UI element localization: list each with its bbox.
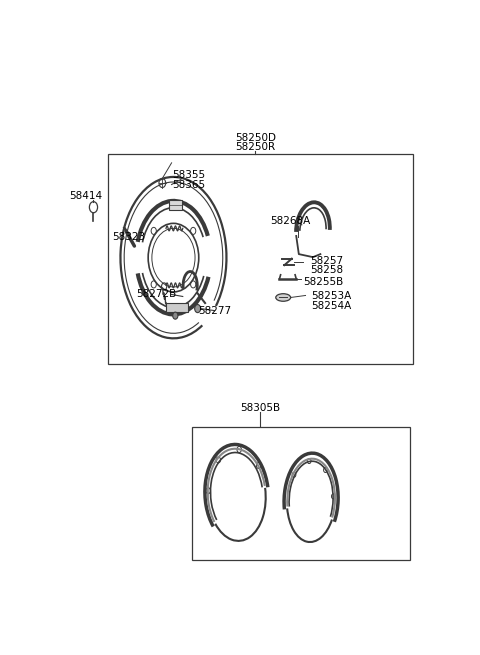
Text: 58250D: 58250D [235,132,276,143]
Text: 58253A: 58253A [311,291,351,301]
Ellipse shape [276,293,290,301]
Text: 58254A: 58254A [311,301,351,310]
Bar [192,426,409,560]
Circle shape [195,305,201,312]
Text: 58305B: 58305B [240,403,280,413]
Text: 58355: 58355 [172,170,205,180]
Text: 58323: 58323 [112,233,145,242]
Text: 58365: 58365 [172,180,205,190]
Text: 58272B: 58272B [136,290,176,299]
Text: 58258: 58258 [310,265,343,275]
Text: 58414: 58414 [69,191,102,200]
Text: 58268A: 58268A [270,216,310,226]
Text: 58277: 58277 [198,306,231,316]
Circle shape [173,312,178,319]
Bar [166,303,188,312]
Text: 58257: 58257 [310,256,343,266]
Bar [168,200,182,210]
Bar [108,155,413,364]
Text: 58255B: 58255B [304,277,344,288]
Text: 58250R: 58250R [235,142,276,152]
